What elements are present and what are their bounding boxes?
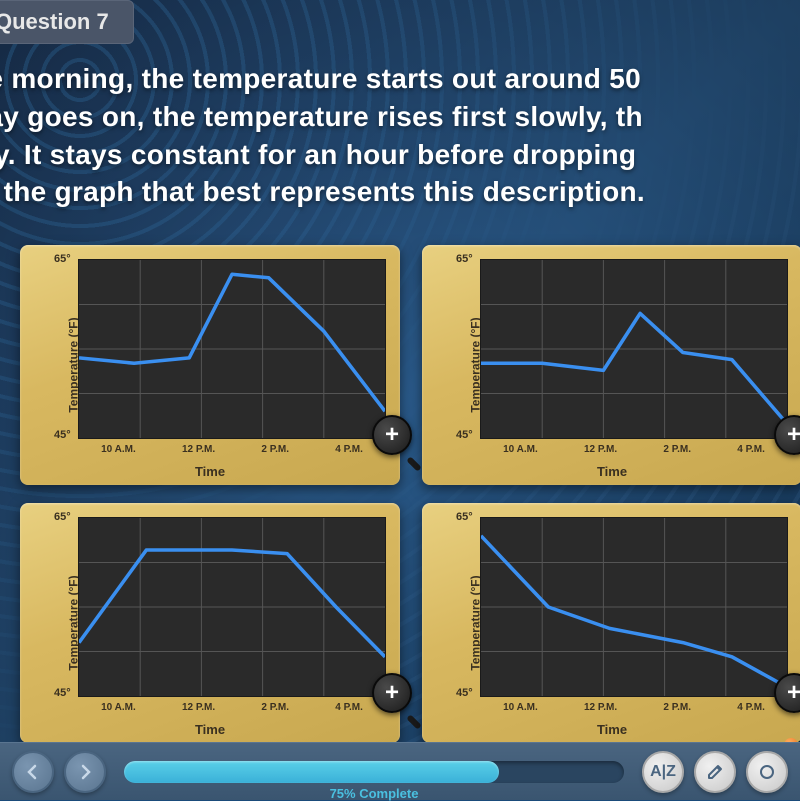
- chart-svg: [79, 260, 385, 438]
- progress-label: 75% Complete: [330, 786, 419, 801]
- data-line: [79, 274, 385, 411]
- x-tick: 12 P.M.: [182, 702, 215, 713]
- y-tick: 65°: [54, 253, 71, 265]
- next-button[interactable]: [64, 751, 106, 793]
- az-icon: A|Z: [650, 763, 676, 781]
- arrow-right-icon: [76, 763, 94, 781]
- x-tick: 4 P.M.: [737, 702, 765, 713]
- x-tick: 10 A.M.: [101, 444, 136, 455]
- x-ticks: 10 A.M. 12 P.M. 2 P.M. 4 P.M.: [480, 702, 788, 713]
- extra-button[interactable]: [746, 751, 788, 793]
- progress-bar: 75% Complete: [124, 761, 624, 783]
- data-line: [481, 536, 787, 687]
- x-tick: 12 P.M.: [584, 702, 617, 713]
- bottom-toolbar: 75% Complete A|Z: [0, 742, 800, 800]
- glossary-button[interactable]: A|Z: [642, 751, 684, 793]
- answer-choice-a[interactable]: Temperature (°F)Time65°45°10 A.M.12 P.M.…: [20, 245, 400, 485]
- plot-area: [78, 517, 386, 697]
- y-tick: 45°: [456, 687, 473, 699]
- x-ticks: 10 A.M. 12 P.M. 2 P.M. 4 P.M.: [78, 444, 386, 455]
- y-tick: 65°: [456, 253, 473, 265]
- chart-svg: [481, 518, 787, 696]
- answer-choice-c[interactable]: Temperature (°F)Time65°45°10 A.M.12 P.M.…: [20, 503, 400, 743]
- chart-svg: [79, 518, 385, 696]
- plot-area: [480, 517, 788, 697]
- x-axis-label: Time: [597, 464, 627, 479]
- prompt-line: day goes on, the temperature rises first…: [0, 98, 800, 136]
- magnifier-handle: [406, 714, 422, 730]
- plot-area: [480, 259, 788, 439]
- zoom-button[interactable]: +: [372, 673, 412, 713]
- x-tick: 4 P.M.: [737, 444, 765, 455]
- arrow-left-icon: [24, 763, 42, 781]
- x-tick: 10 A.M.: [503, 444, 538, 455]
- pencil-button[interactable]: [694, 751, 736, 793]
- x-tick: 2 P.M.: [261, 444, 289, 455]
- x-tick: 10 A.M.: [101, 702, 136, 713]
- x-ticks: 10 A.M. 12 P.M. 2 P.M. 4 P.M.: [480, 444, 788, 455]
- zoom-button[interactable]: +: [372, 415, 412, 455]
- question-tab: Question 7: [0, 0, 134, 44]
- plot-area: [78, 259, 386, 439]
- chart-svg: [481, 260, 787, 438]
- prev-button[interactable]: [12, 751, 54, 793]
- answer-choices-grid: Temperature (°F)Time65°45°10 A.M.12 P.M.…: [20, 245, 800, 743]
- x-tick: 4 P.M.: [335, 702, 363, 713]
- data-line: [79, 550, 385, 657]
- y-tick: 45°: [456, 429, 473, 441]
- prompt-line: kly. It stays constant for an hour befor…: [0, 136, 800, 174]
- x-tick: 2 P.M.: [261, 702, 289, 713]
- y-tick: 65°: [54, 511, 71, 523]
- answer-choice-d[interactable]: Temperature (°F)Time65°45°10 A.M.12 P.M.…: [422, 503, 800, 743]
- prompt-line: he morning, the temperature starts out a…: [0, 60, 800, 98]
- circle-icon: [758, 763, 776, 781]
- y-tick: 65°: [456, 511, 473, 523]
- magnifier-handle: [406, 456, 422, 472]
- x-axis-label: Time: [195, 464, 225, 479]
- x-ticks: 10 A.M. 12 P.M. 2 P.M. 4 P.M.: [78, 702, 386, 713]
- x-tick: 10 A.M.: [503, 702, 538, 713]
- x-axis-label: Time: [597, 722, 627, 737]
- question-number: Question 7: [0, 9, 109, 34]
- x-tick: 2 P.M.: [663, 702, 691, 713]
- pencil-icon: [706, 763, 724, 781]
- y-tick: 45°: [54, 429, 71, 441]
- data-line: [481, 313, 787, 423]
- x-tick: 12 P.M.: [182, 444, 215, 455]
- x-tick: 4 P.M.: [335, 444, 363, 455]
- x-tick: 2 P.M.: [663, 444, 691, 455]
- x-tick: 12 P.M.: [584, 444, 617, 455]
- progress-fill: [124, 761, 499, 783]
- question-prompt: he morning, the temperature starts out a…: [0, 60, 800, 211]
- y-tick: 45°: [54, 687, 71, 699]
- prompt-line: ct the graph that best represents this d…: [0, 173, 800, 211]
- x-axis-label: Time: [195, 722, 225, 737]
- answer-choice-b[interactable]: Temperature (°F)Time65°45°10 A.M.12 P.M.…: [422, 245, 800, 485]
